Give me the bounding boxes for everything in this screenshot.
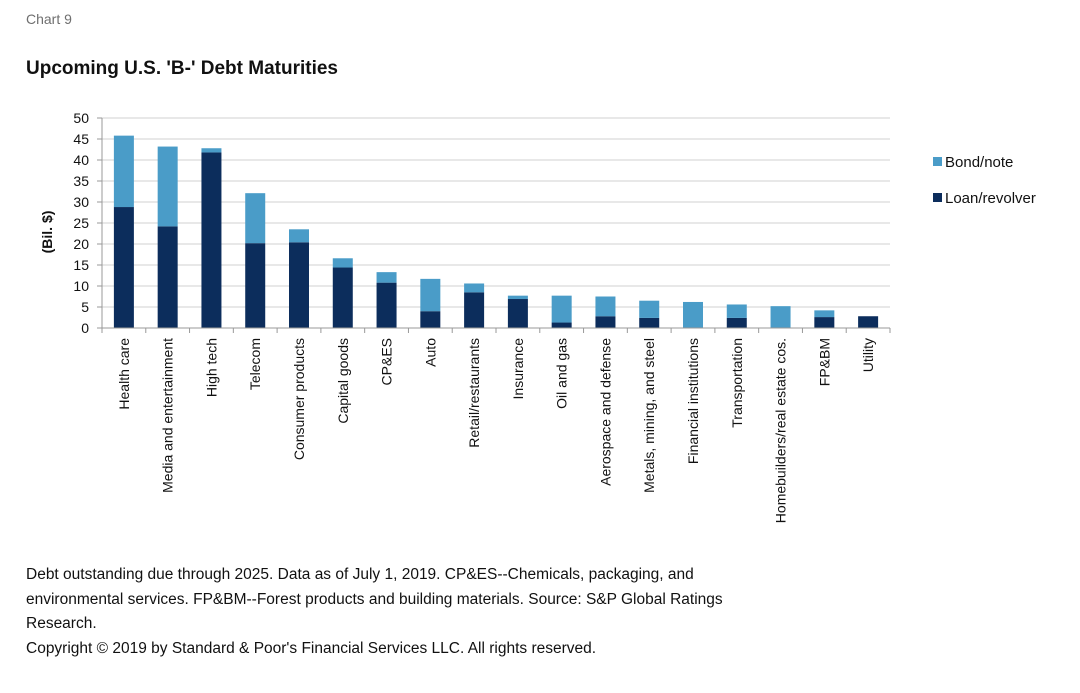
bar-loan-revolver (595, 316, 616, 328)
y-tick-label: 0 (81, 320, 89, 336)
bar-bond-note (683, 301, 703, 328)
footnote-line: Debt outstanding due through 2025. Data … (26, 566, 694, 583)
y-tick-label: 50 (73, 110, 89, 126)
x-category-label: FP&BM (816, 338, 832, 386)
bar-loan-revolver (157, 226, 178, 328)
x-category-label: Insurance (510, 338, 526, 400)
y-tick-label: 45 (73, 131, 89, 147)
bar-bond-note (157, 146, 178, 227)
bar-loan-revolver (551, 322, 572, 328)
bar-loan-revolver (507, 299, 528, 328)
bars (113, 135, 879, 328)
bar-bond-note (376, 272, 397, 283)
x-category-label: Transportation (729, 338, 745, 428)
x-category-label: Oil and gas (554, 338, 570, 409)
x-category-label: High tech (203, 338, 219, 397)
bar-bond-note (770, 306, 791, 328)
bar-loan-revolver (245, 243, 266, 328)
x-category-label: CP&ES (379, 338, 395, 385)
legend-swatch-loan-revolver (933, 193, 942, 202)
x-category-label: Consumer products (291, 338, 307, 460)
bar-bond-note (464, 283, 485, 293)
bar-bond-note (507, 295, 528, 300)
x-category-label: Metals, mining, and steel (641, 338, 657, 493)
bar-loan-revolver (726, 317, 747, 328)
bar-loan-revolver (464, 292, 485, 328)
chart-number-label: Chart 9 (26, 11, 72, 27)
y-axis-label: (Bil. $) (39, 211, 55, 254)
x-category-label: Telecom (247, 338, 263, 390)
gridlines (102, 117, 890, 308)
y-tick-label: 30 (73, 194, 89, 210)
bar-bond-note (113, 135, 134, 208)
bar-loan-revolver (376, 282, 397, 328)
x-category-label: Auto (422, 338, 438, 367)
y-tick-label: 5 (81, 299, 89, 315)
bar-bond-note (814, 310, 835, 318)
y-tick-label: 15 (73, 257, 89, 273)
x-category-labels: Health care Media and entertainment High t… (116, 338, 876, 523)
x-category-label: Media and entertainment (160, 338, 176, 493)
bar-loan-revolver (201, 152, 222, 328)
legend-label-bond-note: Bond/note (945, 154, 1013, 171)
bar-bond-note (639, 300, 660, 318)
y-tick-label: 40 (73, 152, 89, 168)
x-category-label: Retail/restaurants (466, 338, 482, 448)
x-category-label: Aerospace and defense (597, 338, 613, 486)
legend-swatch-bond-note (933, 157, 942, 166)
bar-bond-note (420, 278, 441, 312)
bar-loan-revolver (289, 242, 309, 328)
bar-loan-revolver (420, 311, 441, 328)
legend-label-loan-revolver: Loan/revolver (945, 190, 1036, 207)
bar-loan-revolver (814, 317, 835, 328)
stacked-bar-chart: 0 5 10 15 20 25 30 35 40 45 50 Health care Media an… (39, 110, 1036, 523)
y-tick-label: 25 (73, 215, 89, 231)
bar-bond-note (595, 296, 616, 317)
bar-loan-revolver (332, 267, 353, 328)
legend: Bond/note Loan/revolver (933, 154, 1036, 207)
x-category-label: Health care (116, 338, 132, 410)
bar-bond-note (726, 304, 747, 318)
y-tick-label: 10 (73, 278, 89, 294)
y-tick-labels: 0 5 10 15 20 25 30 35 40 45 50 (73, 110, 89, 336)
bar-bond-note (289, 229, 309, 243)
copyright-text: Copyright © 2019 by Standard & Poor's Fi… (26, 639, 597, 657)
x-category-label: Homebuilders/real estate cos. (773, 338, 789, 523)
bar-loan-revolver (113, 207, 134, 328)
axes (97, 117, 891, 333)
chart-title: Upcoming U.S. 'B-' Debt Maturities (26, 58, 338, 79)
bar-bond-note (332, 258, 353, 268)
y-tick-label: 20 (73, 236, 89, 252)
bar-bond-note (201, 148, 222, 153)
y-tick-label: 35 (73, 173, 89, 189)
chart-footnotes: Debt outstanding due through 2025. Data … (26, 563, 786, 661)
x-category-label: Financial institutions (685, 338, 701, 464)
bar-loan-revolver (639, 317, 660, 328)
x-category-label: Capital goods (335, 338, 351, 424)
footnote-line: environmental services. FP&BM--Forest pr… (26, 590, 723, 608)
bar-loan-revolver (858, 316, 879, 328)
bar-bond-note (245, 193, 266, 244)
bar-bond-note (551, 295, 572, 323)
footnote-line: Research. (26, 615, 97, 632)
x-category-label: Utility (860, 338, 876, 372)
